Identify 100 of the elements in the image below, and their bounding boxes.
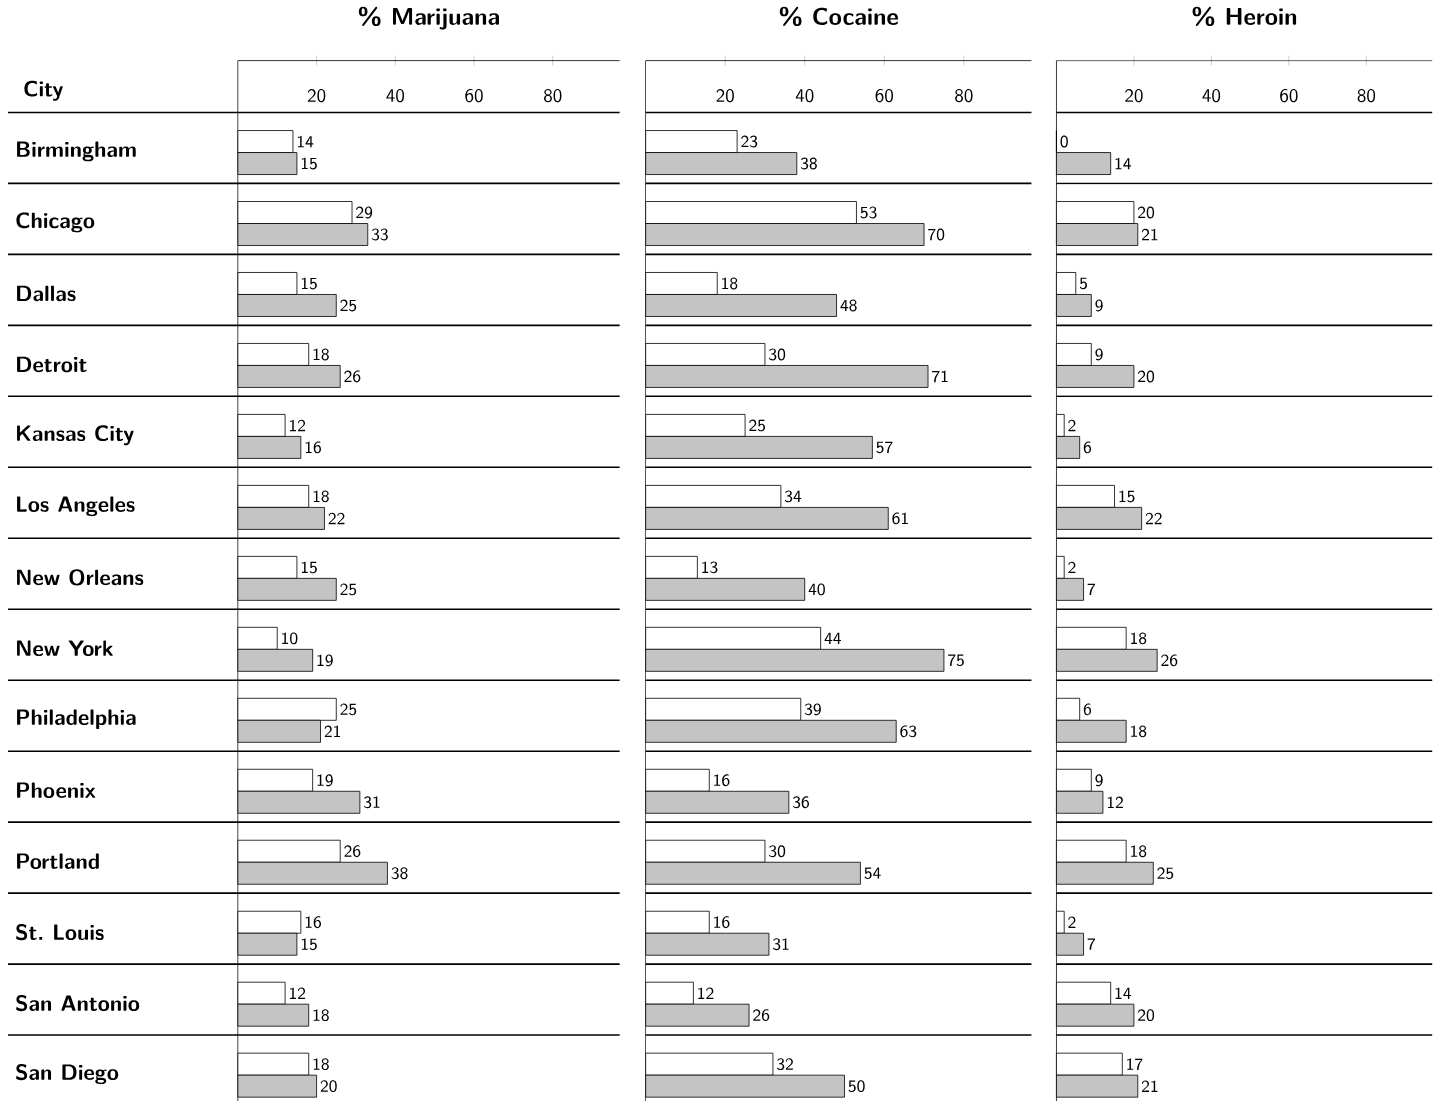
data-label: 16	[305, 441, 321, 454]
data-label: 48	[840, 299, 857, 312]
y-tick-label: San Antonio	[16, 994, 140, 1012]
y-tick-label: Birmingham	[17, 141, 136, 162]
data-label: 12	[290, 419, 306, 431]
data-label: 12	[1107, 796, 1123, 808]
data-label: 63	[900, 725, 917, 738]
data-label: 20	[1138, 206, 1155, 219]
data-label: 5	[1079, 277, 1088, 289]
data-label: 9	[1095, 299, 1103, 312]
data-label: 6	[1083, 703, 1092, 716]
y-tick-label: New York	[17, 640, 113, 656]
data-label: 7	[1087, 583, 1095, 595]
data-label: 18	[1131, 725, 1147, 738]
data-label: 18	[313, 1009, 329, 1021]
y-tick-label: Dallas	[17, 285, 76, 301]
data-label: 2	[1068, 561, 1076, 573]
data-label: 32	[777, 1058, 793, 1070]
data-label: 18	[313, 348, 329, 361]
data-label: 16	[714, 916, 730, 928]
data-label: 9	[1095, 774, 1103, 786]
data-label: 15	[301, 157, 317, 170]
y-tick-label: St. Louis	[16, 923, 104, 941]
data-label: 40	[808, 583, 825, 596]
data-label: 22	[1145, 512, 1162, 524]
data-label: 30	[769, 845, 786, 857]
data-label: 25	[340, 299, 357, 312]
data-label: 26	[1161, 654, 1178, 667]
x-tick-label: 20	[716, 88, 734, 103]
data-label: 36	[792, 796, 809, 808]
data-label: 14	[1115, 987, 1132, 999]
data-label: 17	[1127, 1058, 1143, 1070]
data-label: 18	[313, 490, 329, 503]
data-label: 75	[948, 654, 964, 666]
data-label: 2	[1068, 916, 1076, 928]
y-tick-label: Phoenix	[17, 782, 96, 798]
data-label: 13	[702, 561, 718, 574]
data-label: 15	[301, 938, 317, 950]
data-label: 12	[290, 987, 306, 999]
x-tick-label: 40	[795, 88, 814, 103]
data-label: 39	[804, 703, 821, 716]
data-label: 25	[749, 419, 766, 432]
data-label: 9	[1095, 348, 1103, 361]
x-tick-label: 80	[955, 88, 973, 103]
data-label: 21	[1141, 228, 1158, 241]
data-label: 18	[1131, 632, 1147, 645]
data-label: 23	[741, 135, 758, 148]
y-tick-label: Philadelphia	[17, 709, 136, 729]
data-label: 15	[301, 561, 317, 574]
data-label: 14	[1115, 157, 1132, 170]
data-label: 20	[320, 1080, 337, 1092]
data-label: 22	[328, 512, 345, 524]
y-tick-label: New Orleans	[17, 568, 144, 586]
chart-title: % Cocaine	[779, 6, 898, 26]
data-label: 2	[1068, 419, 1076, 431]
data-label: 19	[317, 774, 333, 786]
data-label: 15	[1119, 490, 1135, 503]
data-label: 38	[391, 867, 408, 879]
x-tick-label: 20	[1125, 88, 1143, 103]
x-tick-label: 80	[1357, 88, 1376, 103]
x-tick-label: 60	[1280, 88, 1298, 103]
data-label: 21	[1141, 1080, 1158, 1092]
data-label: 6	[1083, 441, 1092, 454]
data-label: 54	[864, 867, 881, 879]
data-label: 44	[824, 632, 841, 644]
data-label: 10	[282, 632, 298, 645]
data-label: 0	[1060, 135, 1068, 148]
data-label: 12	[698, 987, 714, 999]
data-label: 70	[928, 228, 945, 241]
data-label: 16	[714, 774, 730, 786]
data-label: 18	[313, 1058, 329, 1070]
data-label: 30	[769, 348, 786, 361]
data-label: 57	[876, 441, 893, 453]
x-tick-label: 40	[386, 88, 404, 103]
data-label: 31	[364, 796, 380, 808]
data-label: 53	[860, 206, 877, 219]
data-label: 33	[371, 228, 388, 241]
data-label: 34	[785, 490, 802, 503]
y-tick-label: Portland	[17, 853, 99, 869]
data-label: 21	[324, 725, 341, 737]
data-label: 18	[722, 277, 738, 290]
y-tick-label: Chicago	[16, 212, 95, 233]
data-label: 26	[344, 845, 361, 857]
x-tick-label: 60	[465, 88, 483, 103]
data-label: 25	[340, 583, 357, 596]
y-tick-label: Detroit	[17, 356, 87, 372]
data-label: 71	[932, 370, 948, 383]
y-axis-title: City	[24, 80, 63, 101]
x-tick-label: 20	[307, 88, 326, 103]
data-label: 20	[1138, 1009, 1155, 1021]
data-label: 26	[344, 370, 361, 383]
data-label: 31	[773, 938, 789, 950]
data-label: 25	[1157, 867, 1174, 879]
data-label: 61	[892, 512, 908, 525]
data-label: 50	[848, 1080, 865, 1092]
data-label: 18	[1131, 845, 1147, 857]
data-label: 15	[301, 277, 317, 290]
y-tick-label: Kansas City	[17, 425, 134, 446]
data-label: 26	[753, 1009, 770, 1021]
data-label: 25	[340, 703, 357, 716]
